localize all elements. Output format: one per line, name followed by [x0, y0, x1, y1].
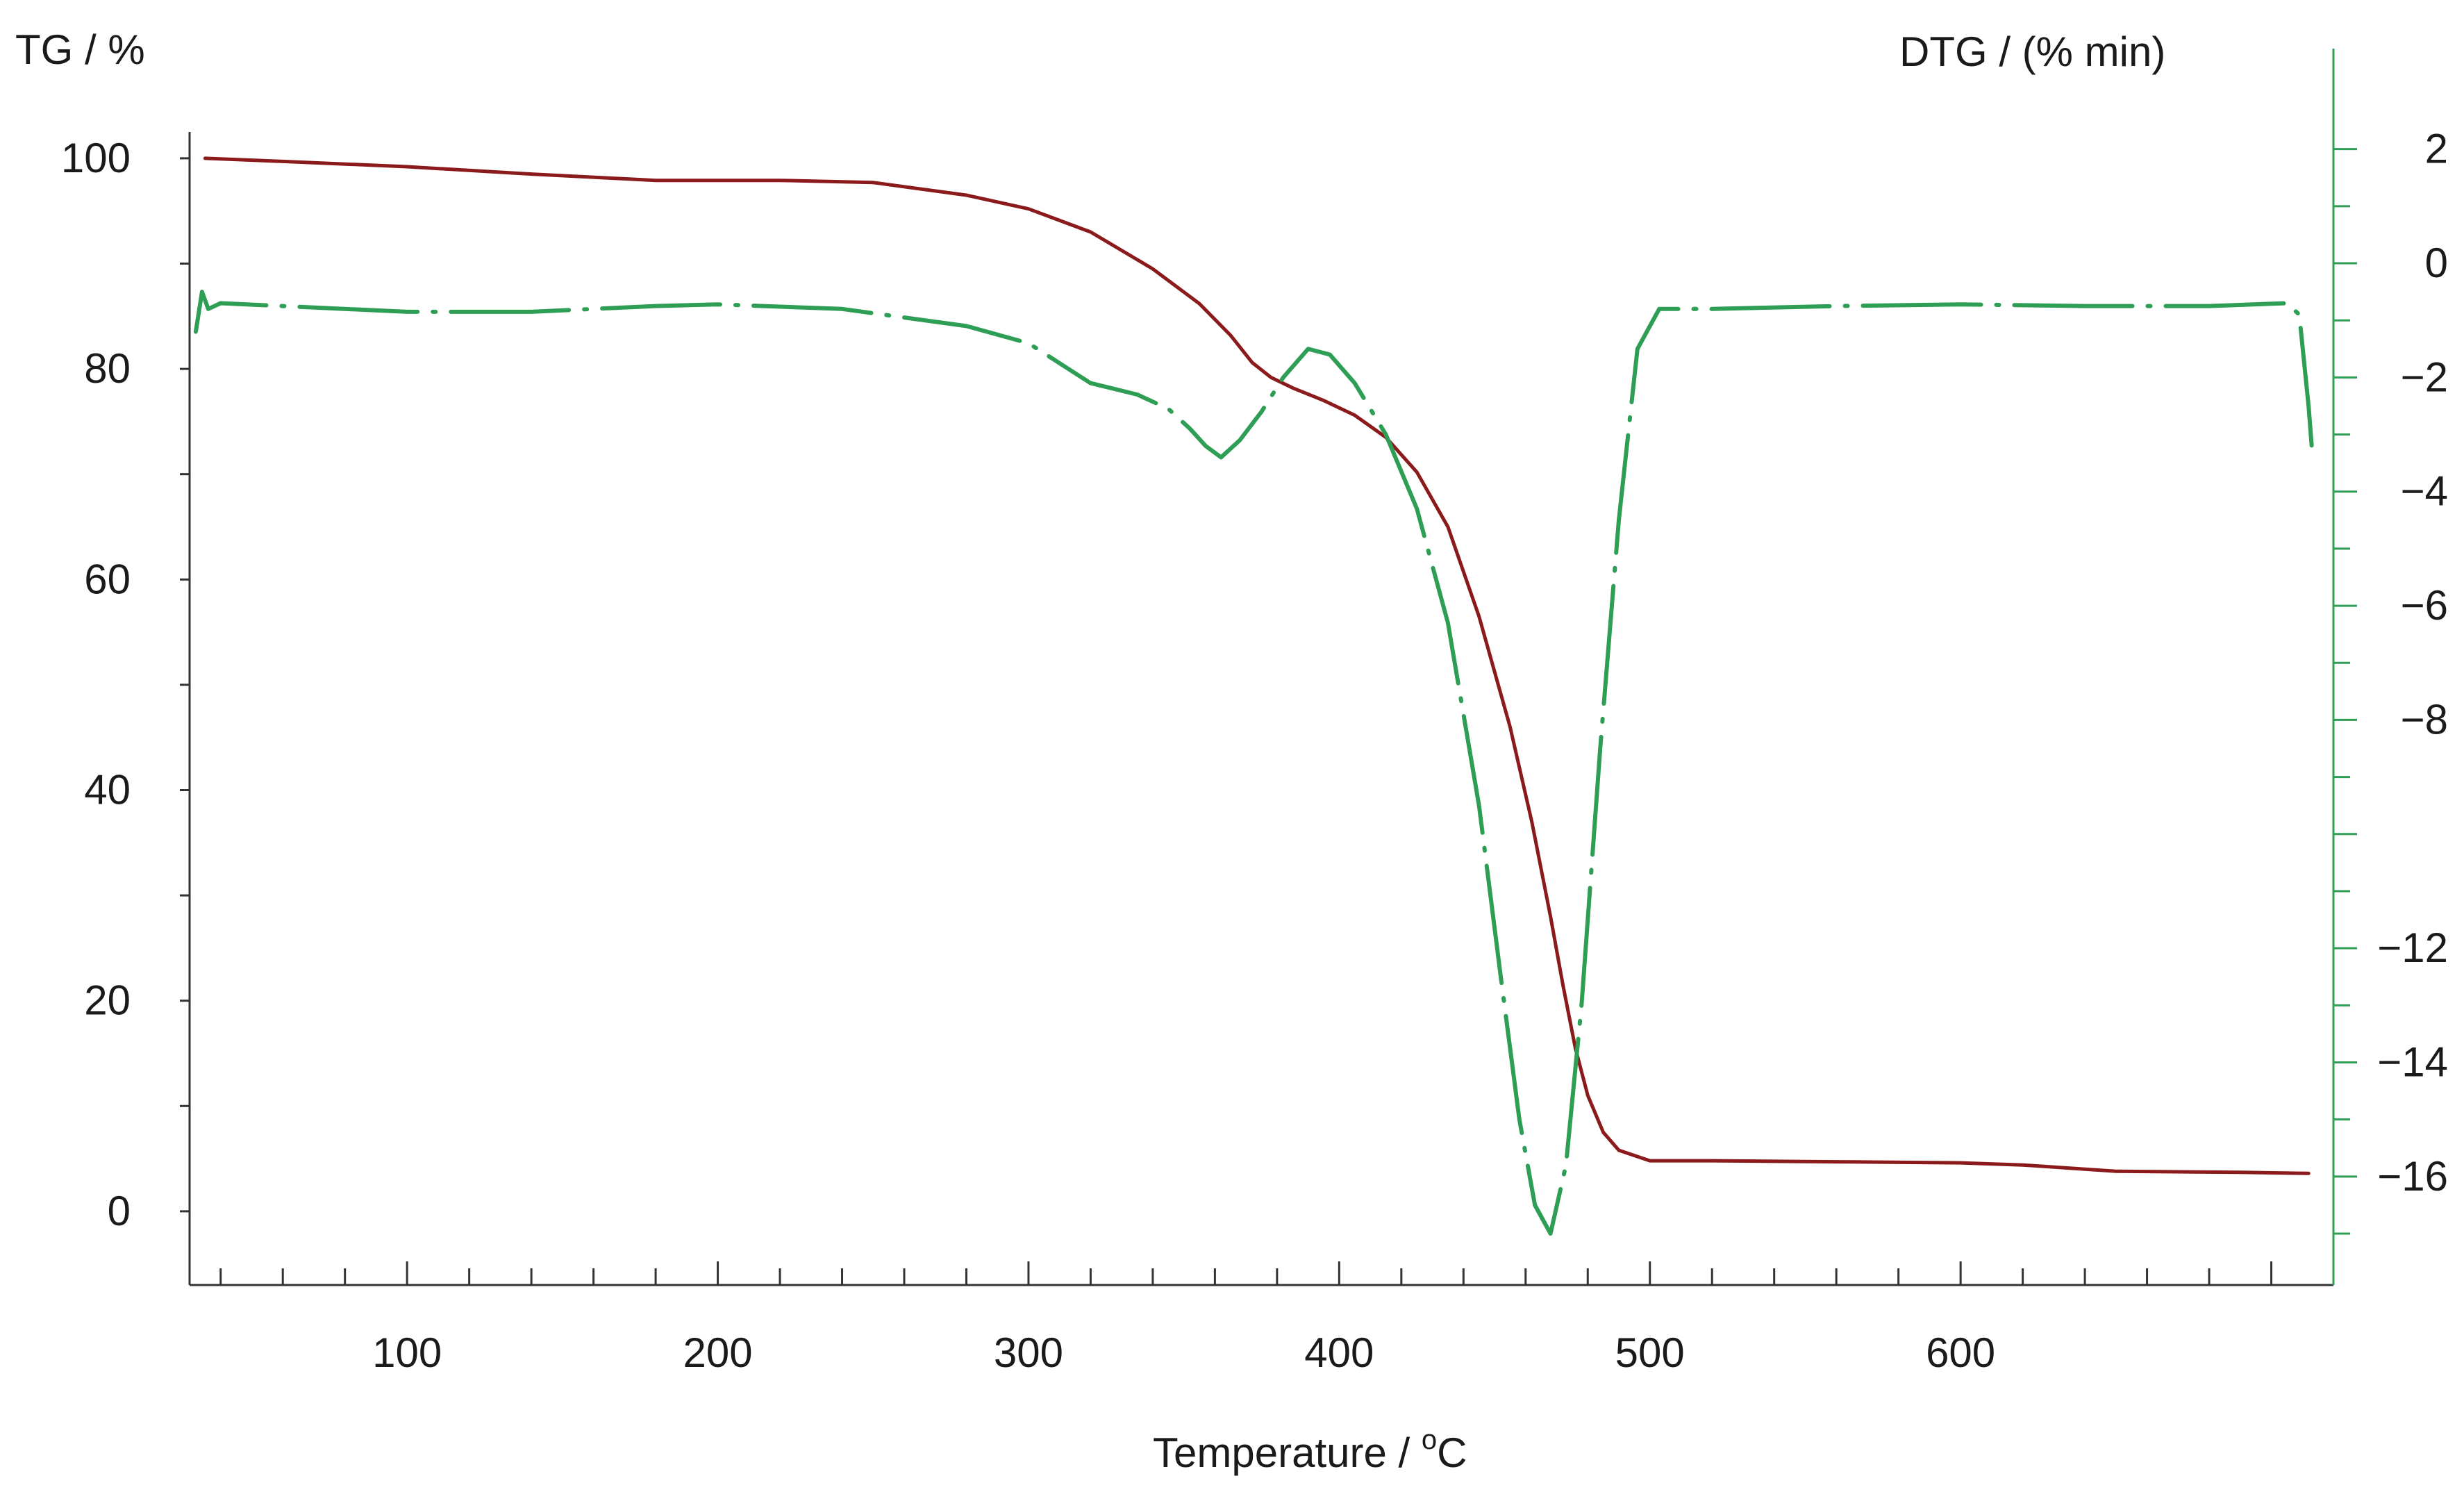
- y2-tick-label: −8: [2401, 696, 2448, 743]
- x-axis-title: Temperature / oC: [1153, 1425, 1467, 1476]
- y2-tick-label: −12: [2377, 925, 2448, 971]
- axes-group: [188, 49, 2335, 1286]
- series-group: [193, 156, 2314, 1236]
- series-dtg-line: [193, 290, 2314, 1236]
- x-axis-title-unit: C: [1437, 1429, 1467, 1476]
- x-tick-label: 500: [1615, 1329, 1685, 1376]
- y2-tick-group: 2 0 −2 −4 −6 −8 −12 −14 −16: [2333, 126, 2448, 1235]
- series-tg-line: [203, 156, 2311, 1175]
- y-tick-group: 0 20 40 60 80 100: [61, 135, 190, 1234]
- y2-tick-label: −14: [2377, 1039, 2448, 1086]
- y2-tick-label: 2: [2425, 126, 2448, 172]
- x-tick-label: 400: [1304, 1329, 1374, 1376]
- y-tick-label: 40: [84, 766, 131, 813]
- y2-tick-label: −2: [2401, 354, 2448, 400]
- y-axis-title: TG / %: [15, 26, 145, 73]
- x-tick-label: 300: [994, 1329, 1063, 1376]
- x-tick-label: 600: [1926, 1329, 1995, 1376]
- y2-tick-label: 0: [2425, 240, 2448, 286]
- y-tick-label: 60: [84, 556, 131, 602]
- x-axis-title-degree: o: [1422, 1425, 1437, 1455]
- x-tick-label: 200: [683, 1329, 753, 1376]
- y-tick-label: 0: [108, 1188, 131, 1234]
- x-tick-group: 100 200 300 400 500 600: [219, 1261, 2273, 1376]
- y-tick-label: 100: [61, 135, 131, 181]
- x-tick-label: 100: [372, 1329, 442, 1376]
- y2-tick-label: −6: [2401, 582, 2448, 629]
- y2-tick-label: −16: [2377, 1153, 2448, 1200]
- x-axis-title-main: Temperature /: [1153, 1429, 1422, 1476]
- y2-tick-label: −4: [2401, 468, 2448, 515]
- y-tick-label: 80: [84, 345, 131, 392]
- y-tick-label: 20: [84, 977, 131, 1024]
- y2-axis-title: DTG / (% min): [1899, 28, 2165, 75]
